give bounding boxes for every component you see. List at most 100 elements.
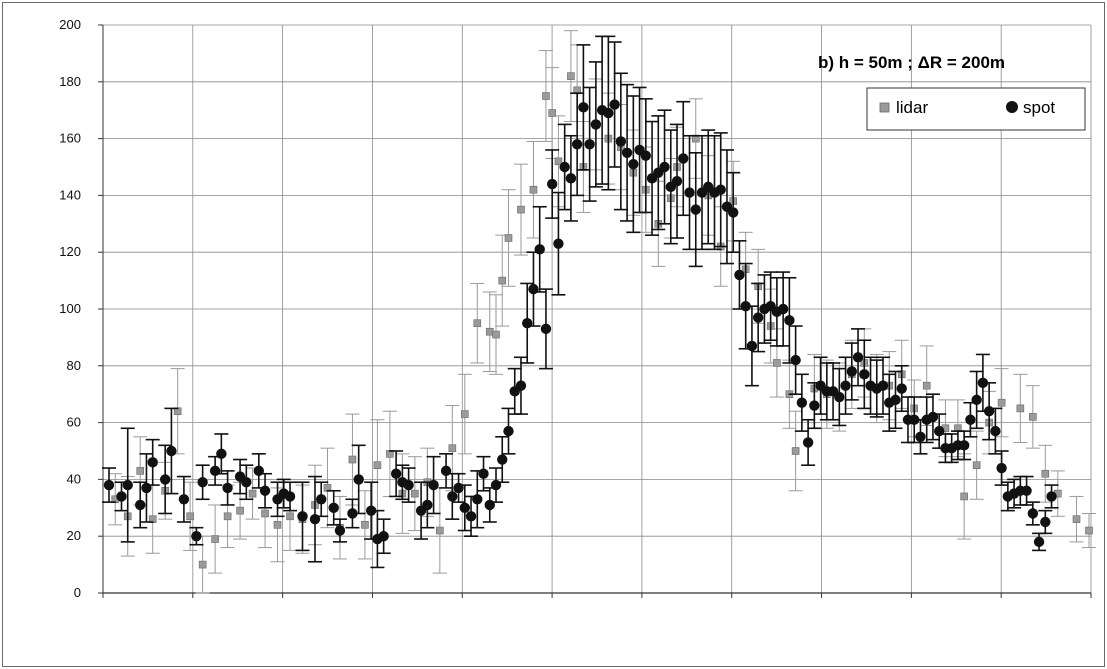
spot-point: [777, 303, 789, 315]
spot-point: [565, 173, 577, 184]
spot-point: [122, 479, 133, 491]
spot-point: [553, 238, 564, 249]
lidar-point: [1041, 469, 1050, 478]
grid: [102, 24, 1092, 598]
spot-point: [628, 158, 639, 170]
spot-point: [852, 352, 864, 363]
lidar-point: [236, 506, 244, 515]
lidar-point: [348, 455, 357, 464]
spot-point: [958, 440, 970, 451]
spot-point: [546, 178, 558, 190]
spot-point: [796, 397, 808, 408]
y-tick-label: 200: [59, 17, 81, 32]
spot-point: [684, 187, 695, 198]
lidar-point: [473, 319, 482, 328]
spot-point: [422, 499, 433, 511]
spot-point: [478, 468, 489, 479]
lidar-point: [136, 467, 145, 475]
lidar-point: [1072, 515, 1081, 523]
lidar-point: [542, 92, 550, 100]
lidar-point: [460, 410, 469, 418]
spot-point: [328, 502, 339, 513]
lidar-point: [554, 157, 563, 166]
lidar-point: [1016, 404, 1025, 413]
lidar-point: [373, 461, 382, 470]
spot-point: [497, 454, 508, 465]
spot-point: [484, 499, 495, 511]
lidar-point: [791, 447, 800, 455]
spot-point: [378, 531, 389, 542]
series-spot: [102, 35, 1059, 569]
lidar-point: [286, 512, 294, 521]
lidar-point: [504, 234, 513, 242]
spot-point: [490, 479, 502, 491]
lidar-point: [1085, 526, 1093, 535]
y-tick-label: 40: [67, 471, 81, 486]
y-tick-label: 120: [59, 244, 81, 259]
spot-point: [159, 474, 171, 485]
spot-point: [640, 150, 652, 161]
spot-point: [890, 394, 901, 406]
spot-point: [334, 525, 346, 536]
lidar-point: [960, 492, 968, 501]
lidar-point: [448, 444, 457, 452]
lidar-point: [972, 461, 981, 470]
spot-point: [965, 414, 976, 425]
spot-point: [752, 312, 764, 323]
spot-point: [728, 207, 739, 218]
spot-point: [734, 269, 745, 281]
spot-point: [809, 400, 820, 411]
lidar-point: [361, 521, 369, 529]
spot-point: [790, 354, 801, 366]
y-tick-label: 140: [59, 187, 81, 202]
y-tick-label: 0: [74, 585, 81, 600]
spot-point: [678, 153, 689, 164]
spot-point: [971, 394, 982, 406]
lidar-point: [261, 509, 269, 518]
legend-lidar-label: lidar: [896, 98, 928, 117]
spot-point: [584, 139, 595, 150]
spot-point: [540, 323, 552, 335]
spot-point: [846, 366, 858, 377]
spot-point: [915, 431, 926, 442]
spot-point: [590, 119, 602, 130]
spot-point: [216, 448, 227, 460]
spot-point: [578, 102, 589, 113]
lidar-point: [198, 560, 207, 569]
spot-point: [459, 502, 470, 513]
spot-point: [428, 479, 439, 491]
y-tick-labels: 0 20 40 60 80 100 120 140 160 180 200: [59, 17, 103, 600]
chart-annotation: b) h = 50m ; ΔR = 200m: [818, 53, 1005, 72]
spot-point: [178, 494, 190, 505]
spot-point: [515, 380, 527, 391]
spot-point: [1021, 485, 1032, 496]
spot-point: [222, 482, 233, 494]
spot-point: [840, 380, 851, 391]
spot-point: [1027, 508, 1039, 519]
lidar-point: [997, 398, 1006, 407]
y-tick-label: 100: [59, 301, 81, 316]
spot-point: [609, 99, 620, 110]
spot-point: [316, 494, 327, 505]
spot-point: [859, 369, 870, 380]
lidar-point: [1029, 413, 1037, 421]
spot-point: [534, 244, 545, 255]
spot-point: [690, 204, 701, 215]
legend-lidar-marker: [879, 102, 890, 113]
spot-point: [559, 161, 570, 173]
lidar-point: [773, 359, 781, 367]
lidar-point: [186, 512, 194, 521]
lidar-point: [273, 521, 282, 529]
spot-point: [802, 437, 814, 448]
spot-point: [603, 107, 614, 119]
spot-point: [191, 531, 202, 542]
spot-point: [571, 139, 583, 150]
y-tick-label: 180: [59, 74, 81, 89]
lidar-point: [529, 185, 538, 194]
legend-spot-label: spot: [1023, 98, 1055, 117]
lidar-point: [436, 526, 444, 535]
y-tick-label: 20: [67, 528, 81, 543]
spot-point: [309, 513, 321, 525]
spot-point: [784, 315, 795, 326]
